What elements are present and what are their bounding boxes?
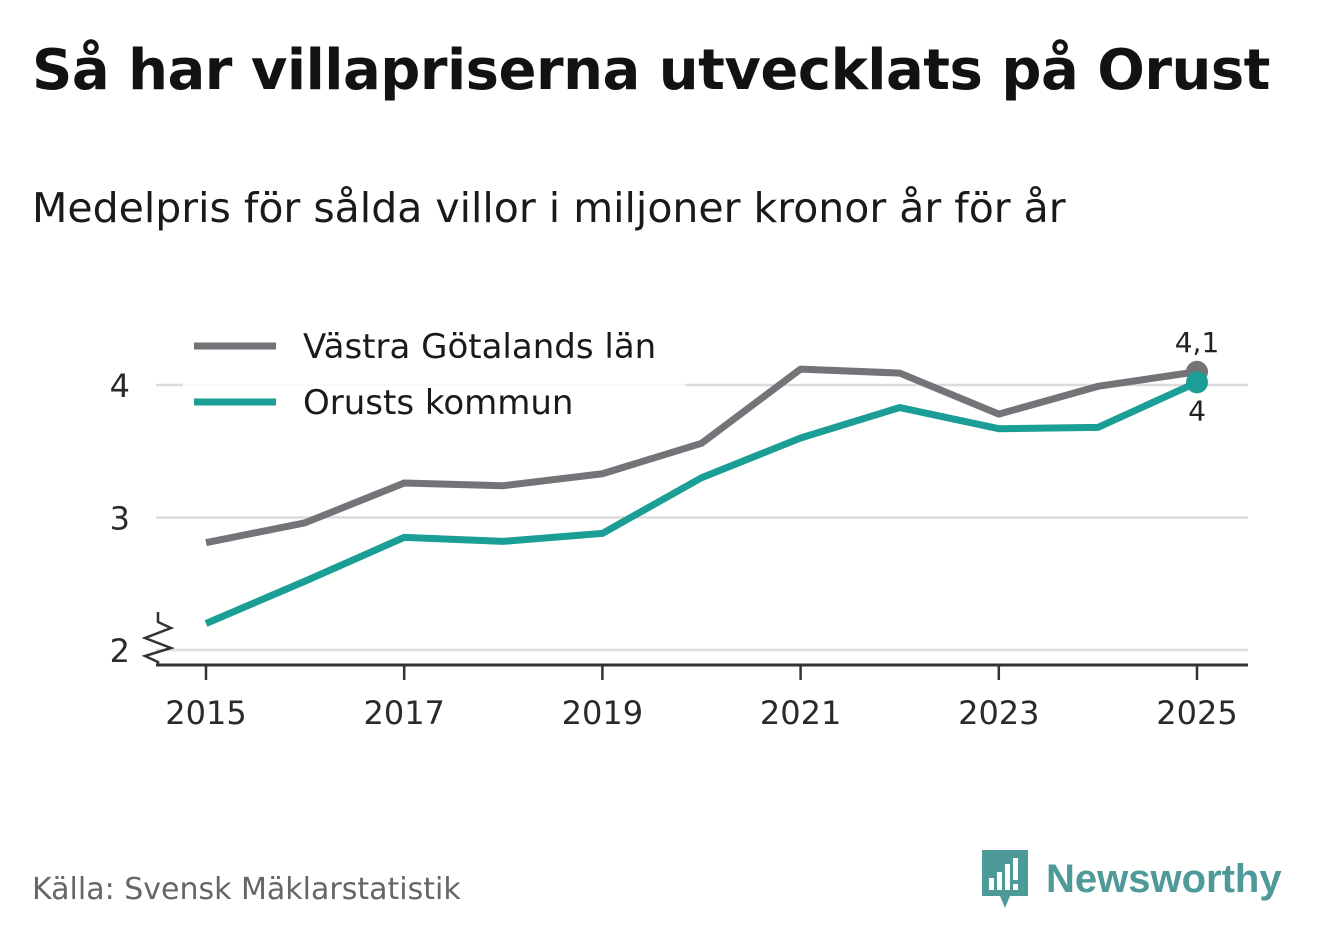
legend-label: Orusts kommun — [303, 383, 573, 423]
chart-title: Så har villapriserna utvecklats på Orust — [32, 38, 1270, 103]
chart-subtitle: Medelpris för sålda villor i miljoner kr… — [32, 184, 1066, 232]
x-tick-label: 2025 — [1156, 694, 1237, 732]
end-value-labels: 4,14 — [1175, 326, 1220, 428]
series-line-vastra-gotalands-lan — [205, 365, 1198, 547]
x-tick-label: 2021 — [760, 694, 841, 732]
x-tick-label: 2015 — [165, 694, 246, 732]
series-lines — [204, 365, 1199, 627]
y-tick-label: 2 — [110, 632, 130, 670]
brand-name: Newsworthy — [1046, 856, 1282, 901]
x-axis-ticks: 2015 2017 2019 2021 2023 2025 — [165, 665, 1238, 732]
x-axis — [141, 612, 1248, 667]
y-tick-label: 3 — [110, 500, 130, 538]
legend-label: Västra Götalands län — [303, 327, 656, 367]
end-value-label: 4 — [1188, 394, 1206, 427]
series-line-orusts-kommun — [204, 379, 1199, 627]
newsworthy-logo-icon — [982, 850, 1028, 908]
brand-logo: Newsworthy — [980, 848, 1282, 910]
legend: Västra Götalands län Orusts kommun — [194, 327, 656, 423]
x-tick-label: 2019 — [562, 694, 643, 732]
y-axis-break-icon — [141, 612, 175, 665]
end-point-marker — [1186, 371, 1208, 394]
x-tick-label: 2023 — [958, 694, 1039, 732]
y-axis-tick-labels: 2 3 4 — [110, 367, 130, 670]
y-tick-label: 4 — [110, 367, 130, 405]
source-text: Källa: Svensk Mäklarstatistik — [32, 872, 461, 907]
end-value-label: 4,1 — [1175, 326, 1220, 359]
x-tick-label: 2017 — [363, 694, 444, 732]
